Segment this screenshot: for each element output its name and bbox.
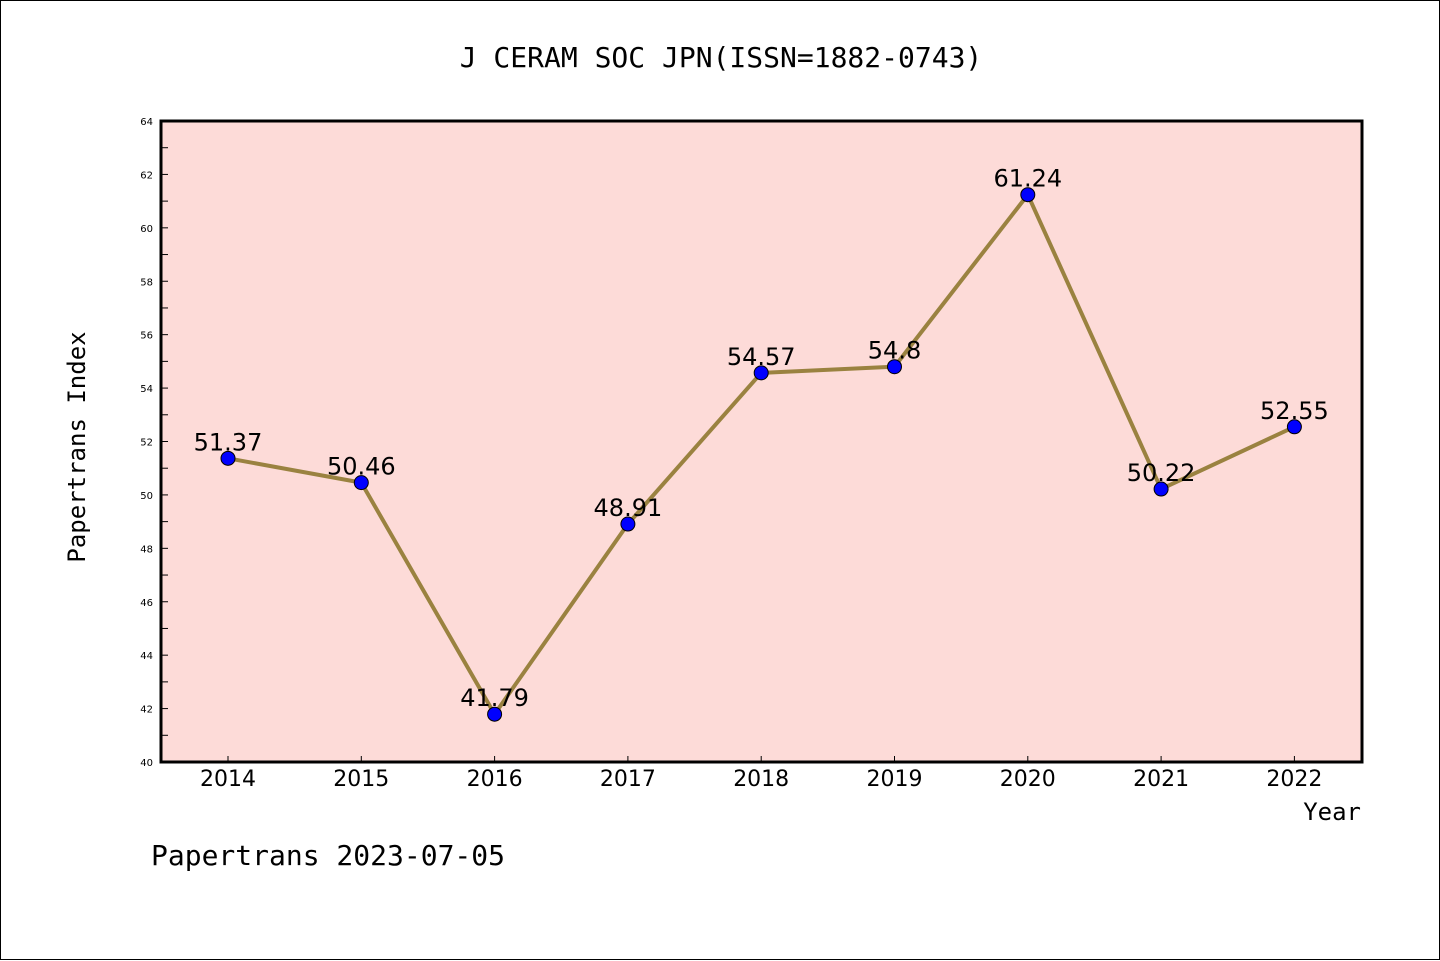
data-label: 50.46 (327, 453, 396, 481)
x-tick-label: 2018 (733, 767, 789, 792)
data-point (487, 706, 503, 722)
y-axis-label: Papertrans Index (63, 331, 91, 562)
x-axis-label: Year (1303, 798, 1361, 826)
data-point (1020, 187, 1036, 203)
y-tick-label: 54 (140, 384, 153, 395)
x-tick-label: 2016 (467, 767, 523, 792)
data-label: 54.8 (868, 337, 921, 365)
y-tick-label: 62 (140, 170, 153, 181)
x-axis-ticks: 2014 2015 2016 2017 2018 2019 2020 2021 2022 (200, 756, 1322, 792)
data-label: 41.79 (460, 684, 529, 712)
y-axis-ticks: 40 42 44 46 48 50 52 54 56 58 60 62 64 (140, 117, 168, 769)
data-label: 50.22 (1127, 459, 1196, 487)
x-tick-label: 2014 (200, 767, 256, 792)
y-tick-label: 58 (140, 277, 153, 288)
data-point (620, 516, 636, 532)
y-tick-label: 42 (140, 705, 153, 716)
y-tick-label: 48 (140, 544, 153, 555)
x-tick-label: 2017 (600, 767, 656, 792)
plot-border (159, 119, 1364, 764)
y-tick-label: 44 (140, 651, 153, 662)
chart-title: J CERAM SOC JPN(ISSN=1882-0743) (460, 41, 983, 74)
y-tick-label: 60 (140, 224, 153, 235)
y-tick-label: 50 (140, 491, 153, 502)
data-label: 48.91 (594, 494, 663, 522)
x-tick-label: 2020 (1000, 767, 1056, 792)
x-tick-label: 2022 (1266, 767, 1322, 792)
y-tick-label: 40 (140, 758, 153, 769)
data-point (220, 450, 236, 466)
plot-area (161, 121, 1362, 762)
y-tick-label: 52 (140, 438, 153, 449)
x-tick-label: 2019 (867, 767, 923, 792)
data-label: 54.57 (727, 343, 796, 371)
data-label: 61.24 (993, 165, 1062, 193)
data-labels-group: 51.37 50.46 41.79 48.91 54.57 54.8 61.24 50.22 5… (194, 165, 1329, 712)
data-point (1153, 481, 1169, 497)
series-points-group (220, 187, 1302, 722)
data-point (887, 359, 902, 375)
data-point (353, 475, 369, 491)
data-point (1286, 419, 1302, 435)
data-point (753, 365, 769, 381)
y-tick-label: 46 (140, 598, 153, 609)
x-tick-label: 2021 (1133, 767, 1189, 792)
footer-date-stamp: Papertrans 2023-07-05 (151, 839, 505, 872)
y-tick-label: 64 (140, 117, 153, 128)
data-label: 51.37 (194, 428, 263, 456)
data-label: 52.55 (1260, 397, 1329, 425)
y-tick-label: 56 (140, 331, 153, 342)
x-tick-label: 2015 (333, 767, 389, 792)
